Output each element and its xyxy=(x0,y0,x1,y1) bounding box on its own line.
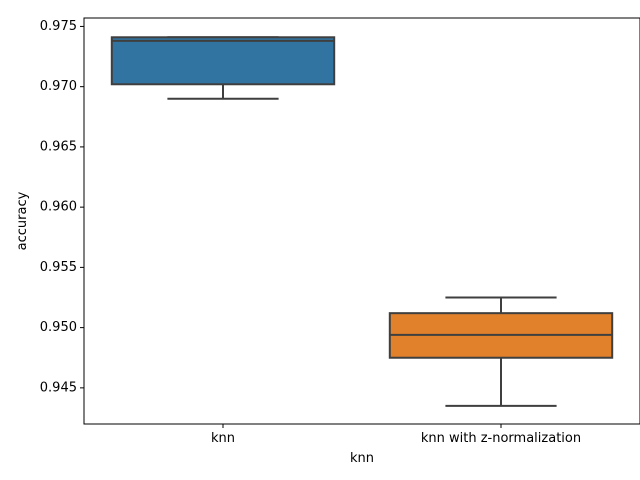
y-tick-label: 0.945 xyxy=(40,380,77,395)
box-body xyxy=(110,36,336,86)
y-tick-label: 0.975 xyxy=(40,19,77,34)
y-axis-ticks: 0.945 0.950 0.955 0.960 0.965 0.970 0.975 xyxy=(40,19,84,395)
y-tick-label: 0.965 xyxy=(40,139,77,154)
x-axis-label: knn xyxy=(350,451,374,466)
y-axis-label: accuracy xyxy=(15,191,30,250)
x-tick-label: knn with z-normalization xyxy=(421,431,581,446)
y-tick-label: 0.955 xyxy=(40,260,77,275)
plot-area-frame xyxy=(83,17,640,425)
y-tick-label: 0.950 xyxy=(40,320,77,335)
box-group xyxy=(110,36,336,100)
boxes-layer xyxy=(110,36,614,407)
x-axis-ticks: knn knn with z-normalization xyxy=(211,424,581,446)
box-group xyxy=(388,296,614,407)
x-tick-label: knn xyxy=(211,431,235,446)
y-tick-label: 0.970 xyxy=(40,79,77,94)
y-tick-label: 0.960 xyxy=(40,200,77,215)
